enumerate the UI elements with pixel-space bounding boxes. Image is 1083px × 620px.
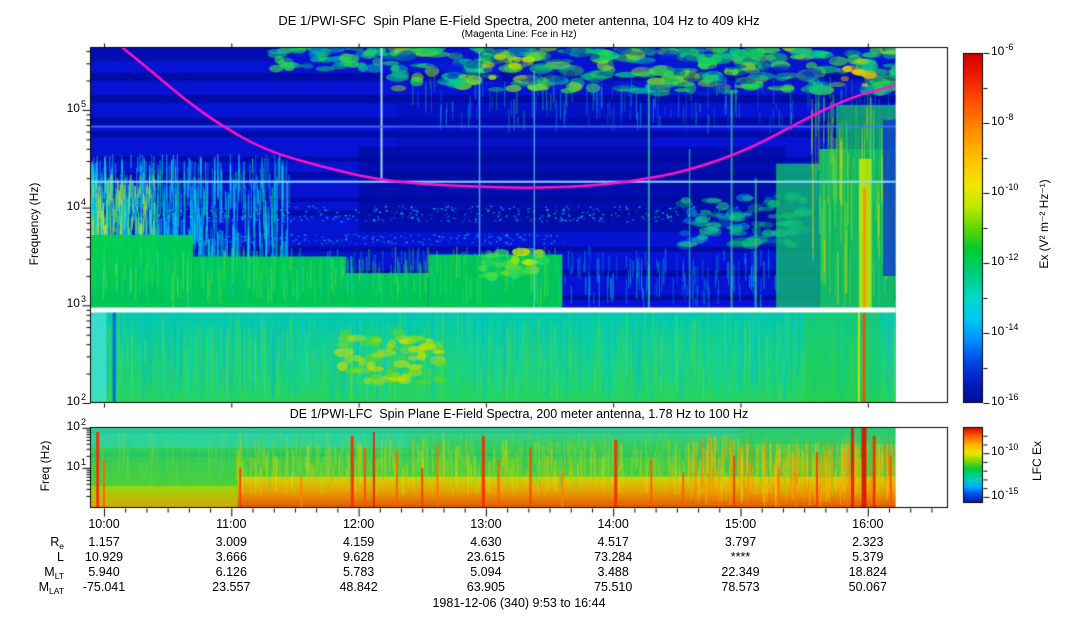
y-tick-label: 103	[66, 294, 86, 311]
table-row-label: L	[57, 550, 64, 564]
table-value: 50.067	[848, 580, 887, 594]
sfc-colorbar-label: Ex (V² m⁻² Hz⁻¹)	[1037, 179, 1051, 269]
y-tick-label: 105	[66, 98, 86, 115]
time-label: 16:00	[852, 517, 884, 531]
time-label: 10:00	[88, 517, 120, 531]
table-value: 2.323	[852, 535, 884, 549]
table-value: 48.842	[339, 580, 378, 594]
table-value: 18.824	[848, 565, 887, 579]
table-value: ****	[730, 550, 751, 564]
sfc-subtitle: (Magenta Line: Fce in Hz)	[461, 29, 577, 40]
table-value: 78.573	[721, 580, 760, 594]
table-value: 10.929	[84, 550, 124, 564]
table-value: 4.517	[597, 535, 629, 549]
table-value: 73.284	[594, 550, 633, 564]
y-tick-label: 104	[66, 196, 86, 213]
table-row-label: MLAT	[38, 580, 64, 596]
table-value: 75.510	[594, 580, 633, 594]
table-value: 3.488	[597, 565, 629, 579]
table-value: 5.940	[88, 565, 120, 579]
table-value: 5.783	[342, 565, 375, 579]
time-label: 14:00	[597, 517, 629, 531]
table-value: -75.041	[82, 580, 126, 594]
table-value: 4.630	[470, 535, 502, 549]
y-tick-label: 102	[66, 416, 86, 433]
table-value: 22.349	[721, 565, 760, 579]
time-label: 15:00	[724, 517, 757, 531]
table-value: 3.009	[215, 535, 247, 549]
footer-date-range: 1981-12-06 (340) 9:53 to 16:44	[432, 596, 606, 610]
colorbar-tick-label: 10-6	[991, 42, 1014, 58]
table-value: 23.615	[466, 550, 505, 564]
sfc-title: DE 1/PWI-SFC Spin Plane E-Field Spectra,…	[278, 13, 760, 28]
colorbar-tick-label: 10-10	[991, 182, 1019, 198]
y-tick-label: 102	[66, 392, 86, 408]
colorbar-tick-label: 10-14	[991, 322, 1019, 338]
colorbar-tick-label: 10-8	[991, 112, 1014, 128]
colorbar-tick-label: 10-10	[991, 442, 1019, 459]
y-tick-label: 101	[66, 456, 86, 473]
table-value: 6.126	[215, 565, 247, 579]
table-value: 5.094	[470, 565, 502, 579]
table-value: 9.628	[342, 550, 375, 564]
colorbar-tick-label: 10-16	[991, 392, 1019, 408]
colorbar-tick-label: 10-12	[991, 252, 1019, 268]
table-value: 23.557	[212, 580, 251, 594]
time-label: 11:00	[216, 517, 247, 531]
table-row-label: Re	[50, 535, 64, 551]
table-value: 5.379	[852, 550, 884, 564]
table-value: 63.905	[466, 580, 505, 594]
time-label: 12:00	[342, 517, 375, 531]
table-value: 4.159	[342, 535, 375, 549]
colorbar-tick-label: 10-15	[991, 485, 1019, 502]
table-value: 3.666	[215, 550, 247, 564]
table-value: 1.157	[88, 535, 120, 549]
lfc-title: DE 1/PWI-LFC Spin Plane E-Field Spectra,…	[289, 407, 749, 421]
sfc-ylabel: Frequency (Hz)	[27, 182, 41, 266]
time-label: 13:00	[470, 517, 502, 531]
table-value: 3.797	[724, 535, 757, 549]
table-row-label: MLT	[44, 565, 64, 581]
